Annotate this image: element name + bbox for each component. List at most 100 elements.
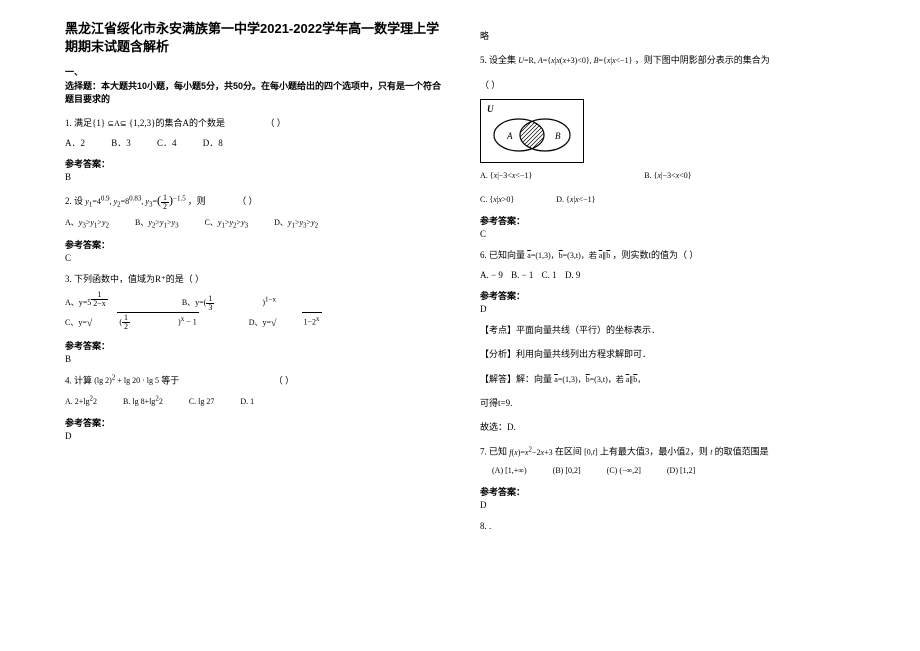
q5-ans: C — [480, 229, 865, 239]
opt: A. {x|−3<x<−1} — [480, 171, 532, 180]
doc-title: 黑龙江省绥化市永安满族第一中学2021-2022学年高一数学理上学期期末试题含解… — [65, 20, 450, 56]
q3-stem: 3. 下列函数中，值域为R⁺的是（ ） — [65, 271, 450, 287]
venn-diagram: U A B — [480, 99, 865, 163]
opt: B. {x|−3<x<0} — [644, 171, 691, 180]
q7-expr3: t — [710, 448, 712, 457]
q2-text-a: 2. 设 — [65, 196, 83, 206]
q6-text-a: 6. 已知向量 — [480, 250, 525, 260]
opt: C、y=√(12)x − 1 — [65, 318, 223, 327]
q2-blank: （ ） — [237, 196, 257, 206]
q3-ans-label: 参考答案： — [65, 339, 450, 352]
opt: (D) [1,2] — [667, 466, 695, 475]
q4-blank: （ ） — [274, 375, 294, 385]
opt: C. lg 27 — [189, 397, 215, 406]
opt: B．3 — [111, 138, 131, 148]
q1-opts: A．2 B．3 C．4 D．8 — [65, 135, 450, 151]
q6-opts: A. − 9 B. − 1 C. 1 D. 9 — [480, 267, 865, 283]
q7-text-b: 在区间 — [555, 447, 582, 457]
q6-tag4: 可得t=9. — [480, 395, 865, 411]
q2-ans: C — [65, 253, 450, 263]
opt: D. 9 — [565, 270, 581, 280]
q3-ans: B — [65, 354, 450, 364]
q6-tag3b: a=(1,3)，b=(3,t)，若 a∥b， — [554, 375, 645, 384]
q2-ans-label: 参考答案： — [65, 238, 450, 251]
q1-ans: B — [65, 172, 450, 182]
q6-expr: a=(1,3)，b=(3,t)，若 a∥b — [527, 251, 610, 260]
q6-stem: 6. 已知向量 a=(1,3)，b=(3,t)，若 a∥b ，则实数t的值为（ … — [480, 247, 865, 263]
svg-text:B: B — [555, 131, 561, 141]
q5-text-b: ，则下图中阴影部分表示的集合为 — [635, 55, 770, 65]
opt: B. − 1 — [511, 270, 533, 280]
q4-text-b: 等于 — [161, 375, 179, 385]
opt: D、y=√1−2x — [249, 318, 346, 327]
opt: C．4 — [157, 138, 177, 148]
q5-expr: U=R, A={x|x(x+3)<0}, B={x|x<−1} — [518, 56, 632, 65]
q5-ans-label: 参考答案： — [480, 214, 865, 227]
q5-stem: 5. 设全集 U=R, A={x|x(x+3)<0}, B={x|x<−1} ，… — [480, 52, 865, 68]
q7-expr: f(x)=x2−2x+3 — [509, 448, 552, 457]
q7-ans: D — [480, 500, 865, 510]
q6-tag1: 【考点】平面向量共线（平行）的坐标表示． — [480, 322, 865, 338]
q1-text-a: 1. 满足{1} — [65, 118, 105, 128]
opt: B、y2>y1>y3 — [135, 218, 179, 227]
q7-opts: (A) [1,+∞) (B) [0,2] (C) (−∞,2] (D) [1,2… — [480, 464, 865, 478]
q7-ans-label: 参考答案： — [480, 485, 865, 498]
opt: A. − 9 — [480, 270, 503, 280]
opt: A、y=512−x — [65, 298, 156, 307]
q1-blank: （ ） — [265, 118, 285, 128]
svg-text:A: A — [506, 131, 513, 141]
q5-opts-row2: C. {x|x>0} D. {x|x<−1} — [480, 193, 865, 207]
q1-text-b: ⊆A⊆ — [107, 119, 126, 128]
opt: B、y=(13)1−x — [182, 298, 276, 307]
opt: D、y1>y3>y2 — [274, 218, 318, 227]
q7-stem: 7. 已知 f(x)=x2−2x+3 在区间 [0,t] 上有最大值3，最小值2… — [480, 443, 865, 460]
opt: D. {x|x<−1} — [556, 195, 595, 204]
q1-ans-label: 参考答案： — [65, 157, 450, 170]
opt: C. 1 — [542, 270, 557, 280]
q5-blank: （ ） — [480, 77, 865, 93]
opt: A、y3>y1>y2 — [65, 218, 109, 227]
q6-tag3: 【解答】解：向量 a=(1,3)，b=(3,t)，若 a∥b， — [480, 371, 865, 387]
right-column: 略 5. 设全集 U=R, A={x|x(x+3)<0}, B={x|x<−1}… — [465, 20, 880, 641]
opt: D．8 — [203, 138, 223, 148]
page: 黑龙江省绥化市永安满族第一中学2021-2022学年高一数学理上学期期末试题含解… — [0, 0, 920, 651]
venn-u-label: U — [487, 104, 577, 114]
q2-stem: 2. 设 y1=40.9, y2=80.83, y3=(12)−1.5 ，则 （… — [65, 190, 450, 212]
opt: C. {x|x>0} — [480, 195, 514, 204]
q7-expr2: [0,t] — [584, 448, 598, 457]
brief: 略 — [480, 28, 865, 44]
q4-expr: (lg 2)2 + lg 20 · lg 5 — [94, 376, 159, 385]
q6-ans-label: 参考答案： — [480, 289, 865, 302]
left-column: 黑龙江省绥化市永安满族第一中学2021-2022学年高一数学理上学期期末试题含解… — [50, 20, 465, 641]
q4-stem: 4. 计算 (lg 2)2 + lg 20 · lg 5 等于 （ ） — [65, 372, 450, 389]
q3-opts: A、y=512−x B、y=(13)1−x C、y=√(12)x − 1 D、y… — [65, 291, 450, 332]
q4-ans: D — [65, 431, 450, 441]
opt: B. lg 8+lg22 — [123, 397, 163, 406]
q1-text-c: {1,2,3}的集合A的个数是 — [129, 118, 225, 128]
q6-ans: D — [480, 304, 865, 314]
opt: C、y1>y2>y3 — [205, 218, 249, 227]
opt: (B) [0,2] — [553, 466, 581, 475]
q6-tag2: 【分析】利用向量共线列出方程求解即可． — [480, 346, 865, 362]
q8-stem: 8. . — [480, 518, 865, 534]
opt: (C) (−∞,2] — [607, 466, 641, 475]
q6-tag5: 故选：D. — [480, 419, 865, 435]
venn-svg: A B — [487, 114, 577, 156]
q4-text-a: 4. 计算 — [65, 375, 92, 385]
q4-opts: A. 2+lg22 B. lg 8+lg22 C. lg 27 D. 1 — [65, 393, 450, 410]
q4-ans-label: 参考答案： — [65, 416, 450, 429]
q2-expr: y1=40.9, y2=80.83, y3=(12)−1.5 — [85, 197, 187, 206]
q5-text-a: 5. 设全集 — [480, 55, 516, 65]
q5-opts-row1: A. {x|−3<x<−1} B. {x|−3<x<0} — [480, 169, 865, 183]
q1-stem: 1. 满足{1} ⊆A⊆ {1,2,3}的集合A的个数是 （ ） — [65, 115, 450, 131]
opt: D. 1 — [240, 397, 254, 406]
section-1-head: 一、 选择题：本大题共10小题，每小题5分，共50分。在每小题给出的四个选项中，… — [65, 66, 450, 107]
q6-tag3a: 【解答】解：向量 — [480, 374, 552, 384]
opt: A. 2+lg22 — [65, 397, 97, 406]
q2-opts: A、y3>y1>y2 B、y2>y1>y3 C、y1>y2>y3 D、y1>y3… — [65, 216, 450, 232]
q7-text-d: 的取值范围是 — [715, 447, 769, 457]
q6-text-b: ，则实数t的值为（ ） — [613, 250, 699, 260]
q7-text-c: 上有最大值3，最小值2，则 — [600, 447, 708, 457]
opt: A．2 — [65, 138, 85, 148]
q2-text-b: ，则 — [188, 196, 206, 206]
